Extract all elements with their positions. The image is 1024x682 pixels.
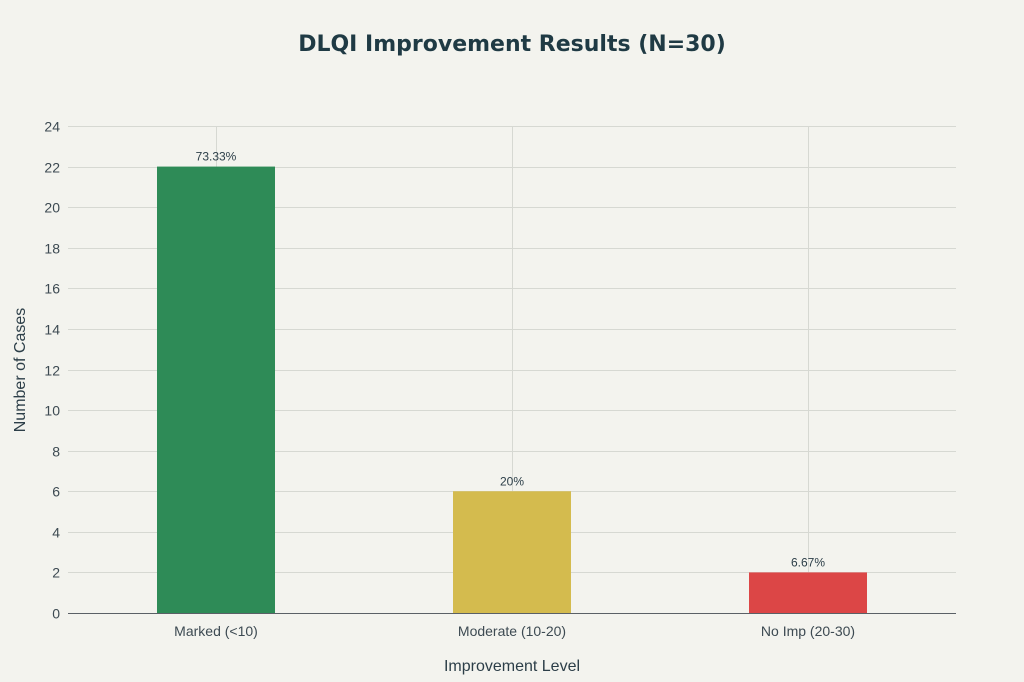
y-tick-label: 20 bbox=[44, 200, 60, 216]
data-label: 73.33% bbox=[196, 150, 237, 164]
data-labels: 73.33% 20% 6.67% bbox=[196, 150, 826, 570]
y-tick-label: 2 bbox=[52, 565, 60, 581]
x-category-label: Marked (<10) bbox=[174, 623, 258, 639]
y-tick-label: 18 bbox=[44, 241, 60, 257]
y-tick-label: 24 bbox=[44, 119, 60, 135]
chart-title: DLQI Improvement Results (N=30) bbox=[298, 32, 726, 57]
y-tick-label: 22 bbox=[44, 160, 60, 176]
bars bbox=[157, 166, 867, 614]
y-tick-label: 4 bbox=[52, 525, 60, 541]
bar bbox=[749, 572, 867, 613]
x-axis-categories: Marked (<10) Moderate (10-20) No Imp (20-3… bbox=[174, 623, 855, 639]
data-label: 20% bbox=[500, 474, 524, 488]
y-tick-label: 8 bbox=[52, 444, 60, 460]
y-tick-label: 10 bbox=[44, 403, 60, 419]
y-tick-label: 14 bbox=[44, 322, 60, 338]
x-axis-title: Improvement Level bbox=[444, 658, 580, 675]
data-label: 6.67% bbox=[791, 555, 825, 569]
x-category-label: Moderate (10-20) bbox=[458, 623, 566, 639]
y-tick-label: 16 bbox=[44, 281, 60, 297]
y-tick-label: 12 bbox=[44, 363, 60, 379]
y-axis-title: Number of Cases bbox=[12, 308, 29, 433]
y-tick-label: 6 bbox=[52, 484, 60, 500]
bar bbox=[453, 491, 571, 613]
x-category-label: No Imp (20-30) bbox=[761, 623, 855, 639]
y-tick-label: 0 bbox=[52, 606, 60, 622]
bar bbox=[157, 166, 275, 614]
